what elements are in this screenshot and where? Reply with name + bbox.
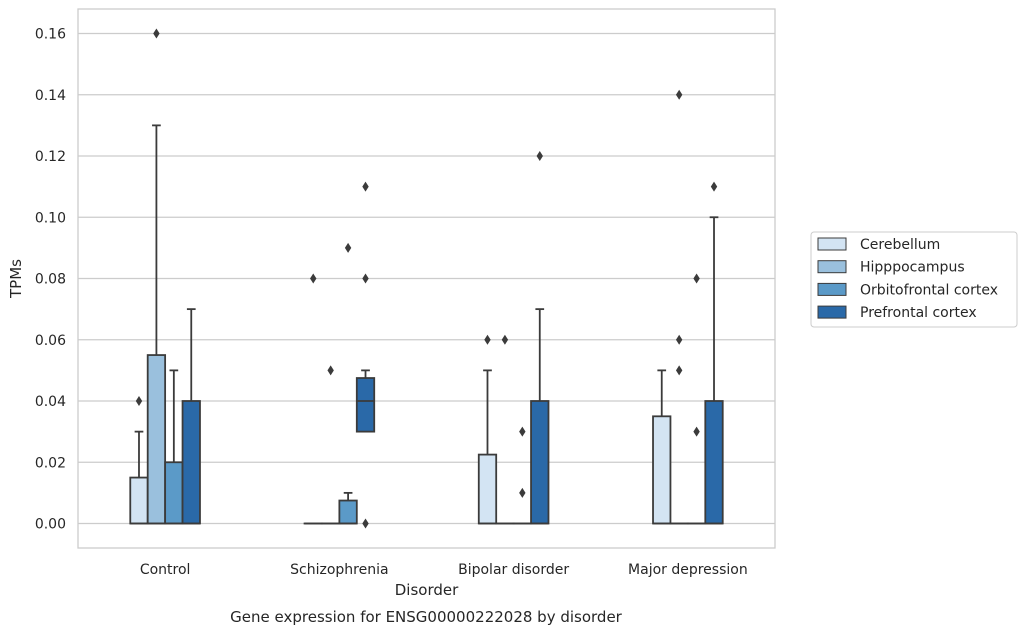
- box-iqr: [338, 499, 358, 525]
- legend-label: Cerebellum: [860, 237, 940, 253]
- outlier-point: [327, 365, 334, 376]
- legend-swatch: [817, 237, 847, 251]
- y-tick-label: 0.12: [35, 149, 66, 165]
- box-prefrontal-cortex: [355, 181, 376, 529]
- legend: Cerebellum Hipppocampus Orbitofrontal cort…: [810, 231, 1018, 328]
- box-series: [129, 28, 724, 529]
- box-iqr: [704, 400, 724, 525]
- box-iqr: [355, 377, 376, 433]
- box-orbitofrontal-cortex: [164, 369, 184, 525]
- box-iqr: [477, 453, 498, 525]
- outlier-point: [484, 334, 491, 345]
- box-iqr: [129, 476, 149, 525]
- box-cerebellum: [303, 273, 323, 525]
- box-orbitofrontal-cortex: [686, 273, 707, 525]
- legend-swatch: [817, 305, 847, 319]
- x-tick-label: Bipolar disorder: [458, 562, 569, 578]
- x-axis-ticks: Control Schizophrenia Bipolar disorder Majo…: [140, 562, 748, 578]
- outlier-point: [501, 334, 509, 345]
- outlier-point: [693, 426, 700, 437]
- legend-label: Orbitofrontal cortex: [860, 282, 998, 298]
- outlier-point: [310, 273, 317, 284]
- outlier-point: [153, 28, 160, 39]
- outlier-point: [362, 273, 369, 284]
- legend-label: Prefrontal cortex: [860, 305, 977, 321]
- outlier-point: [693, 273, 700, 284]
- legend-label: Hipppocampus: [860, 260, 965, 276]
- outlier-point: [710, 181, 718, 192]
- box-prefrontal-cortex: [181, 308, 201, 525]
- y-axis-ticks: 0.00 0.02 0.04 0.06 0.08 0.10 0.12 0.14 0.16: [35, 27, 66, 533]
- x-tick-label: Major depression: [628, 562, 748, 578]
- legend-swatch: [817, 260, 847, 274]
- outlier-point: [675, 365, 683, 376]
- box-hipppocampus: [146, 28, 167, 525]
- y-tick-label: 0.00: [35, 517, 66, 533]
- box-hipppocampus: [321, 365, 341, 525]
- box-iqr: [146, 354, 167, 525]
- outlier-point: [362, 518, 369, 529]
- y-tick-label: 0.16: [35, 27, 66, 43]
- outlier-point: [519, 487, 526, 498]
- outlier-point: [675, 334, 683, 345]
- outlier-point: [536, 151, 543, 161]
- y-axis-label: TPMs: [7, 259, 25, 299]
- legend-frame: [810, 231, 1018, 328]
- box-orbitofrontal-cortex: [512, 426, 532, 525]
- box-iqr: [164, 461, 184, 525]
- outlier-point: [135, 396, 143, 406]
- box-hipppocampus: [495, 334, 515, 525]
- box-cerebellum: [477, 334, 498, 525]
- outlier-point: [675, 89, 683, 100]
- x-axis-label: Disorder: [395, 581, 459, 599]
- plot-frame: [77, 8, 776, 549]
- box-iqr: [652, 415, 672, 525]
- y-tick-label: 0.10: [35, 210, 66, 226]
- y-tick-label: 0.06: [35, 333, 66, 349]
- outlier-point: [519, 426, 526, 437]
- box-cerebellum: [129, 396, 149, 525]
- outlier-point: [362, 181, 369, 192]
- chart-caption: Gene expression for ENSG00000222028 by d…: [230, 608, 623, 626]
- box-prefrontal-cortex: [704, 181, 724, 525]
- box-iqr: [181, 400, 201, 525]
- box-iqr: [530, 400, 550, 525]
- outlier-point: [344, 242, 352, 253]
- box-prefrontal-cortex: [530, 151, 550, 525]
- x-tick-label: Schizophrenia: [290, 562, 388, 578]
- legend-swatch: [817, 282, 847, 296]
- y-tick-label: 0.04: [35, 394, 66, 410]
- box-hipppocampus: [669, 89, 689, 525]
- y-tick-label: 0.14: [35, 88, 66, 104]
- box-orbitofrontal-cortex: [338, 242, 358, 525]
- x-tick-label: Control: [140, 562, 191, 578]
- y-tick-label: 0.02: [35, 455, 66, 471]
- box-cerebellum: [652, 369, 672, 525]
- y-tick-label: 0.08: [35, 272, 66, 288]
